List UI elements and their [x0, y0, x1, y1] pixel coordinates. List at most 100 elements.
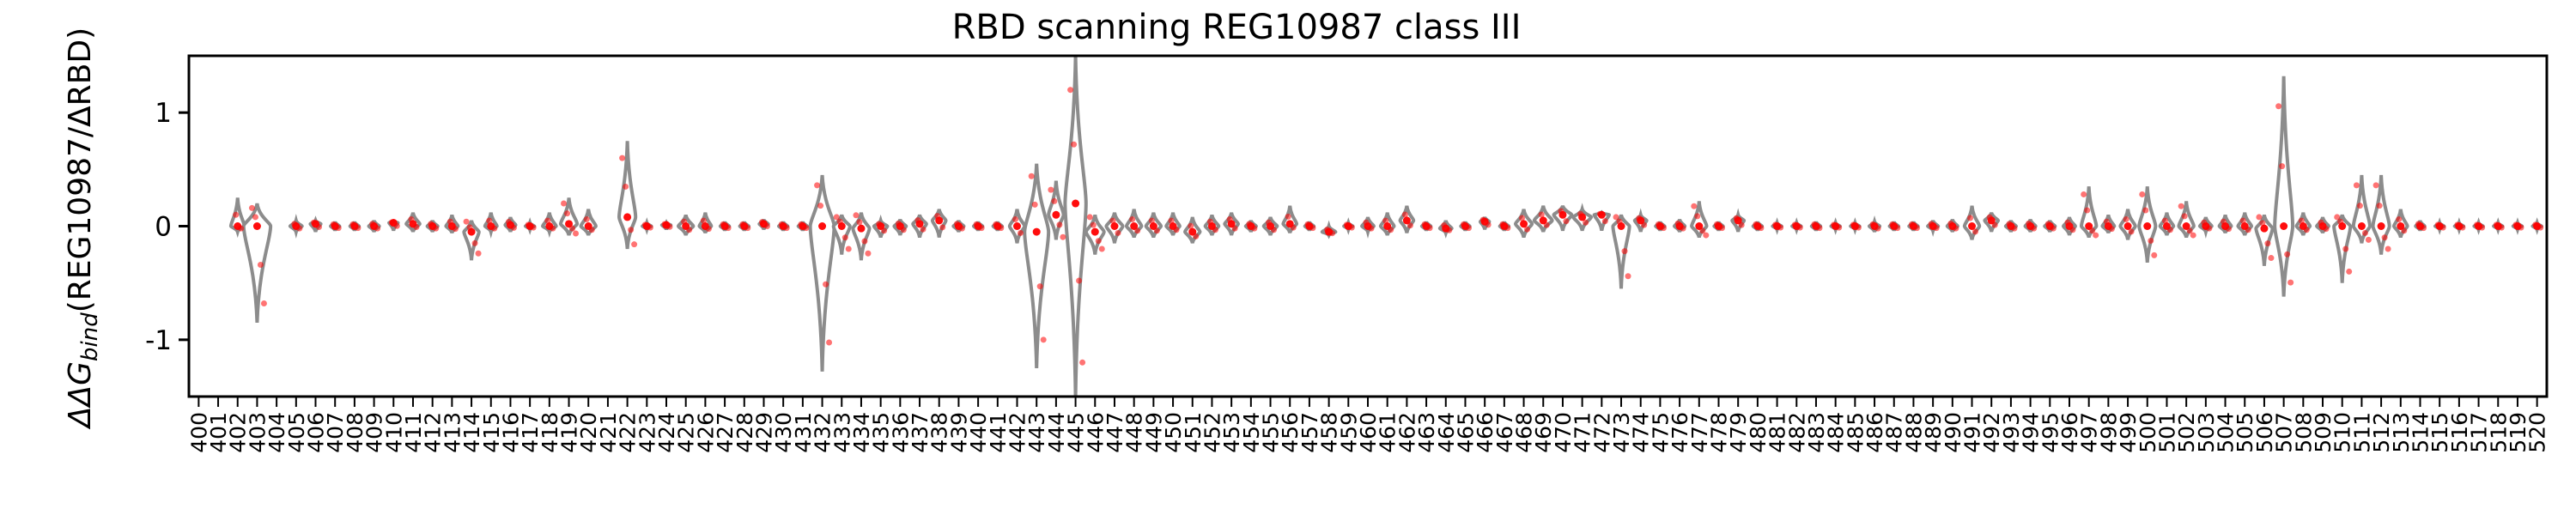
point-site-436	[895, 220, 902, 227]
x-tick-label: 486	[1862, 412, 1887, 453]
point-site-513	[2401, 227, 2408, 234]
point-site-448	[1134, 227, 1141, 234]
x-tick-label: 474	[1629, 412, 1654, 453]
point-site-467	[1504, 225, 1511, 232]
violin-site-444	[1047, 180, 1066, 240]
point-site-441	[998, 225, 1005, 232]
point-site-483	[1816, 225, 1823, 232]
x-tick-label: 458	[1317, 412, 1342, 453]
point-site-428	[739, 221, 746, 227]
x-tick-label: 403	[245, 412, 270, 453]
point-site-504	[2226, 226, 2233, 233]
x-tick-label: 455	[1259, 412, 1284, 453]
point-site-505	[2245, 227, 2251, 233]
point-site-402	[233, 211, 240, 218]
point-site-441	[993, 221, 999, 227]
point-site-512	[2381, 234, 2388, 241]
point-site-503	[2201, 219, 2208, 226]
point-site-513	[2397, 222, 2405, 230]
x-tick-label: 473	[1609, 412, 1634, 453]
x-tick-label: 431	[791, 412, 816, 453]
point-site-500	[2142, 207, 2149, 214]
point-site-480	[1753, 221, 1759, 227]
point-site-477	[1695, 222, 1704, 230]
point-site-483	[1811, 221, 1818, 227]
point-site-419	[561, 200, 568, 207]
point-site-417	[530, 224, 537, 231]
x-tick-label: 409	[362, 412, 387, 453]
point-site-491	[1968, 222, 1977, 230]
x-tick-label: 484	[1824, 412, 1849, 453]
x-tick-label: 456	[1278, 412, 1303, 453]
point-site-414	[471, 239, 478, 246]
point-site-475	[1660, 225, 1667, 232]
x-tick-label: 453	[1219, 412, 1244, 453]
point-site-475	[1655, 221, 1662, 227]
point-site-407	[335, 225, 342, 232]
point-site-455	[1271, 227, 1278, 233]
point-site-497	[2093, 232, 2099, 239]
point-site-437	[920, 226, 927, 233]
point-site-481	[1777, 224, 1784, 231]
point-site-509	[2318, 219, 2324, 226]
point-site-508	[2303, 227, 2310, 233]
point-site-488	[1908, 221, 1915, 227]
point-site-430	[778, 221, 785, 227]
point-site-501	[2166, 227, 2173, 233]
x-tick-label: 502	[2174, 412, 2199, 453]
point-site-482	[1791, 221, 1798, 228]
y-axis-label: ΔΔGbind(REG10987/ΔRBD)	[63, 27, 103, 430]
violin-site-414	[462, 220, 481, 261]
point-site-468	[1520, 220, 1528, 228]
point-site-465	[1460, 221, 1467, 227]
point-site-484	[1831, 221, 1838, 228]
y-axis: -1 0 1	[145, 98, 189, 356]
point-site-406	[311, 219, 318, 226]
x-tick-label: 425	[674, 412, 699, 453]
x-tick-label: 462	[1394, 412, 1419, 453]
point-site-446	[1090, 221, 1097, 228]
y-tick-label: 0	[155, 212, 172, 243]
point-site-406	[316, 224, 323, 231]
point-site-458	[1324, 226, 1331, 233]
point-site-506	[2264, 240, 2271, 247]
point-site-422	[623, 183, 629, 190]
point-site-444	[1052, 210, 1060, 219]
point-site-466	[1479, 216, 1486, 223]
point-site-403	[252, 222, 261, 230]
point-site-491	[1967, 215, 1974, 221]
point-site-490	[1953, 225, 1959, 232]
point-site-495	[2050, 225, 2057, 232]
point-site-458	[1329, 230, 1336, 237]
y-tick-label: -1	[145, 325, 172, 356]
point-site-515	[2439, 224, 2446, 231]
x-tick-label: 493	[1999, 412, 2024, 453]
point-site-449	[1148, 217, 1155, 224]
point-site-420	[588, 227, 595, 233]
point-site-500	[2151, 251, 2158, 258]
x-axis: 4004014024034044054064074084094104114124…	[186, 397, 2550, 453]
point-site-451	[1188, 227, 1197, 236]
point-site-440	[973, 221, 980, 227]
x-tick-label: 442	[1005, 412, 1030, 453]
x-tick-label: 508	[2291, 412, 2316, 453]
point-site-417	[525, 221, 532, 228]
point-site-434	[856, 219, 863, 226]
violin-site-422	[617, 141, 638, 250]
point-site-433	[836, 218, 843, 225]
point-site-485	[1855, 224, 1862, 231]
point-site-473	[1621, 248, 1628, 255]
point-site-510	[2346, 268, 2353, 275]
point-site-517	[2479, 224, 2486, 231]
point-site-439	[958, 225, 965, 232]
point-site-446	[1095, 238, 1102, 245]
point-site-510	[2342, 245, 2349, 252]
point-site-506	[2268, 255, 2275, 262]
point-site-511	[2353, 182, 2360, 189]
point-site-502	[2181, 213, 2188, 220]
point-site-443	[1031, 201, 1038, 208]
x-tick-label: 437	[908, 412, 933, 453]
point-site-435	[876, 221, 883, 227]
x-tick-label: 489	[1921, 412, 1946, 453]
point-site-419	[565, 220, 574, 228]
